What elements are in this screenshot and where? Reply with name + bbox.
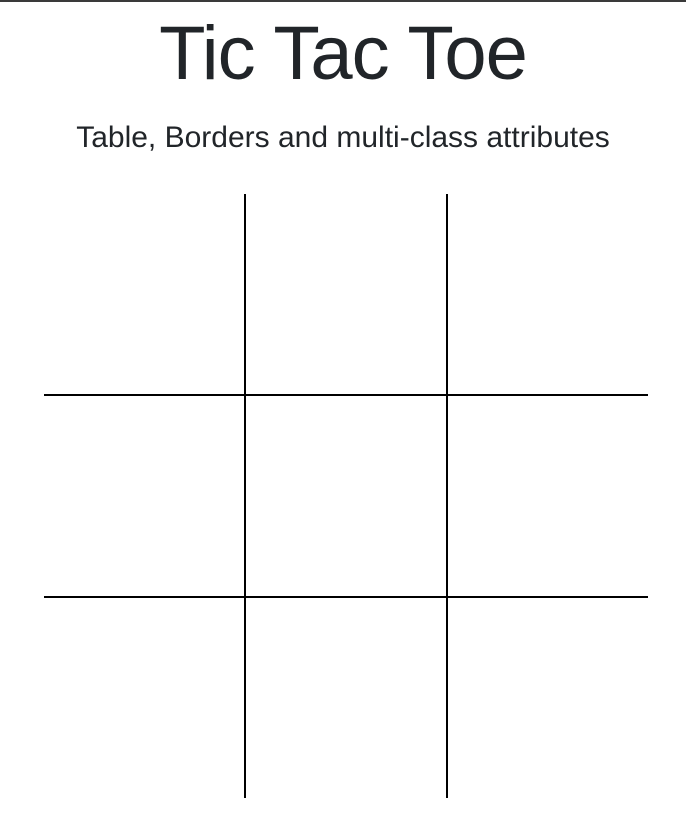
board-row-1: [44, 194, 648, 396]
tic-tac-toe-board: [44, 194, 648, 798]
board-row-3: [44, 596, 648, 798]
board-row-2: [44, 394, 648, 598]
board-cell-3-2[interactable]: [244, 596, 448, 798]
board-cell-2-3[interactable]: [446, 394, 648, 598]
top-divider: [0, 0, 686, 2]
board-cell-1-1[interactable]: [44, 194, 246, 396]
board-cell-1-3[interactable]: [446, 194, 648, 396]
board-cell-2-1[interactable]: [44, 394, 246, 598]
board-cell-3-3[interactable]: [446, 596, 648, 798]
board-cell-1-2[interactable]: [244, 194, 448, 396]
board-cell-3-1[interactable]: [44, 596, 246, 798]
board-cell-2-2[interactable]: [244, 394, 448, 598]
page-title: Tic Tac Toe: [159, 11, 528, 96]
page-subtitle: Table, Borders and multi-class attribute…: [76, 121, 610, 154]
